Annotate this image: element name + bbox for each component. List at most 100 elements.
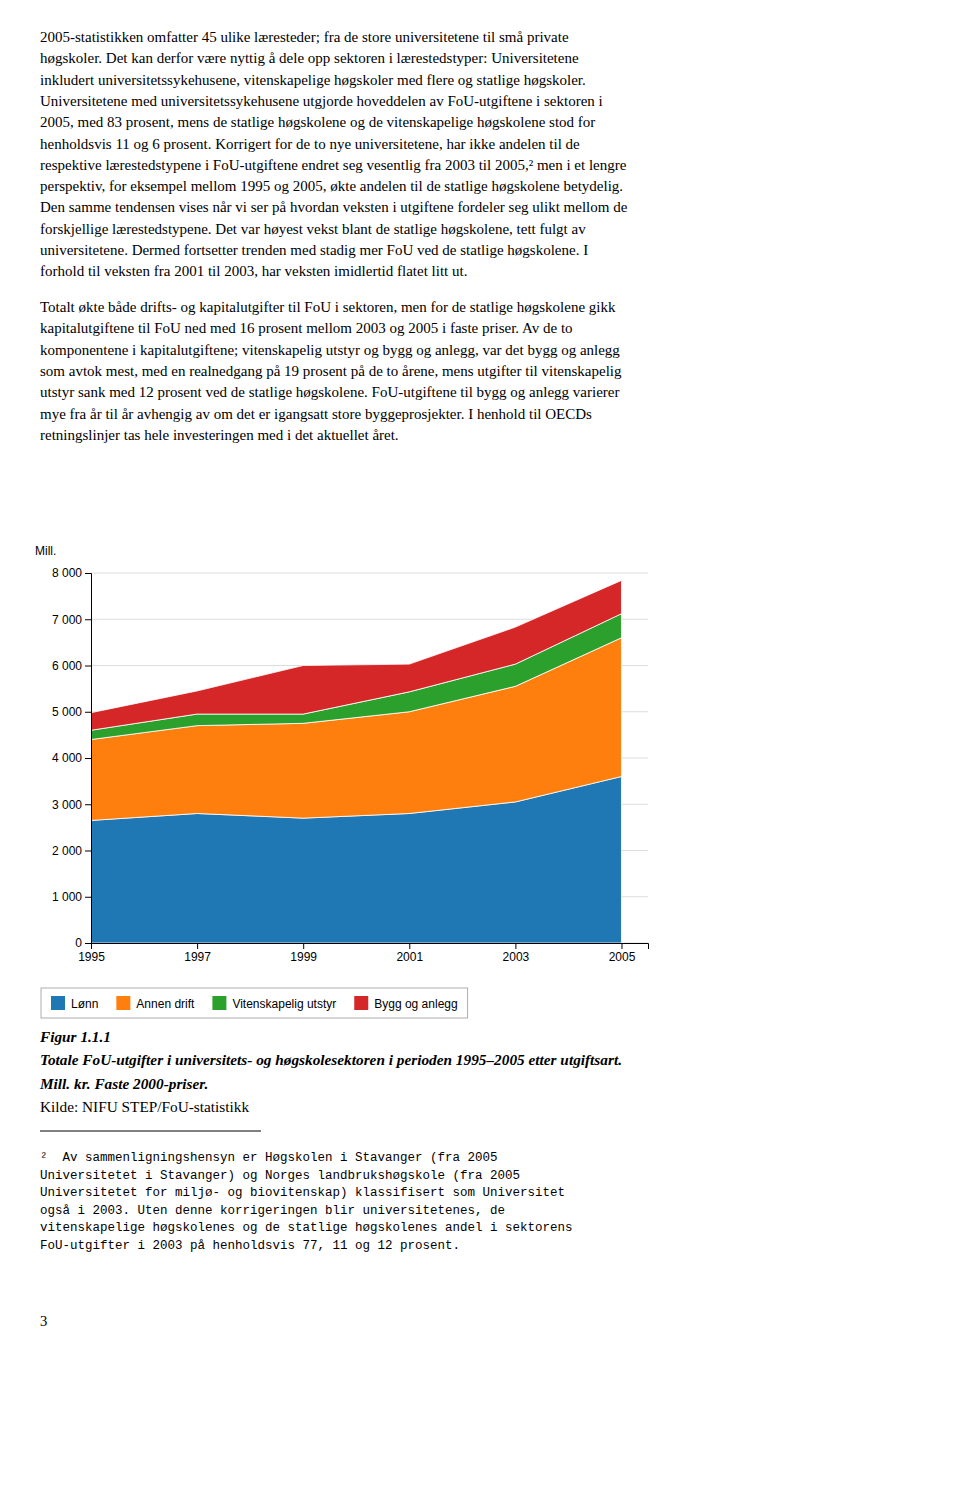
tick-label: 1999 — [290, 950, 317, 964]
legend-swatch — [116, 996, 130, 1010]
grid — [91, 573, 648, 943]
tick-label: 1995 — [78, 950, 105, 964]
tick-label: 6 000 — [52, 659, 82, 673]
tick-mark — [515, 943, 516, 949]
legend-label: Annen drift — [136, 997, 195, 1011]
legend-label: Lønn — [71, 997, 98, 1011]
tick-label: 2005 — [609, 950, 636, 964]
tick-mark — [621, 943, 622, 949]
caption-line: Figur 1.1.1 — [39, 1028, 111, 1045]
caption: Figur 1.1.1 Totale FoU-utgifter i univers… — [39, 1028, 622, 1115]
page-number: 3 — [40, 1313, 47, 1329]
tick-mark — [85, 758, 91, 759]
areas — [91, 580, 621, 943]
tick-label: 3 000 — [52, 798, 82, 812]
footnote-line: FoU-utgifter i 2003 på henholdsvis 77, 1… — [40, 1239, 460, 1253]
footnotes: ² Av sammenligningshensyn er Høgskolen i… — [40, 1151, 573, 1253]
tick-label: 2 000 — [52, 844, 82, 858]
tick: 4 000 — [52, 751, 91, 765]
paragraph-line: utstyr sank med 12 prosent ved de statli… — [40, 384, 619, 400]
paragraph-line: forskjellige lærestedstypene. Det var hø… — [40, 221, 586, 237]
legend-item: Bygg og anlegg — [354, 996, 457, 1011]
footnote-line: Universitetet i Stavanger) og Norges lan… — [40, 1169, 520, 1183]
paragraph-line: 2005, med 83 prosent, mens de statlige h… — [40, 114, 595, 130]
tick-label: 1 000 — [52, 890, 82, 904]
tick-mark — [85, 804, 91, 805]
paragraph-line: som avtok mest, med en realnedgang på 19… — [40, 363, 622, 379]
tick-mark — [85, 712, 91, 713]
tick-mark — [85, 897, 91, 898]
legend-item: Vitenskapelig utstyr — [212, 996, 336, 1011]
tick-mark — [409, 943, 410, 949]
paragraph-line: 2005-statistikken omfatter 45 ulike lære… — [40, 29, 569, 45]
tick: 7 000 — [52, 613, 91, 627]
legend-item: Annen drift — [116, 996, 195, 1011]
tick: 2 000 — [52, 844, 91, 858]
tick: 2005 — [609, 943, 636, 964]
tick-label: 8 000 — [52, 566, 82, 580]
tick: 8 000 — [52, 566, 91, 580]
tick-label: 4 000 — [52, 751, 82, 765]
tick-label: 2003 — [503, 950, 530, 964]
tick-mark — [303, 943, 304, 949]
paragraph-line: høgskoler. Det kan derfor være nyttig å … — [40, 50, 579, 66]
tick: 3 000 — [52, 798, 91, 812]
tick: 6 000 — [52, 659, 91, 673]
legend: Lønn Annen drift Vitenskapelig utstyr Bygg … — [41, 988, 468, 1018]
paragraph-line: Den samme tendensen vises når vi ser på … — [40, 199, 628, 215]
tick: 2003 — [503, 943, 530, 964]
paragraph-line: henholdsvis 11 og 6 prosent. Korrigert f… — [40, 136, 580, 152]
y-axis: 0 1 000 2 000 3 000 4 000 5 000 6 000 7 000 8 00… — [52, 566, 92, 950]
tick-mark — [85, 666, 91, 667]
legend-frame — [41, 988, 468, 1018]
axis-line — [92, 944, 649, 950]
paragraph-line: mye fra år til år avhengig av om det er … — [40, 406, 592, 422]
legend-label: Vitenskapelig utstyr — [232, 997, 336, 1011]
tick: 2001 — [396, 943, 423, 964]
paragraph-line: forhold til veksten fra 2001 til 2003, h… — [40, 263, 467, 279]
tick-label: 1997 — [184, 950, 211, 964]
chart: 1995 1997 1999 2001 2003 2005 0 1 000 2 000 3 000… — [35, 544, 649, 964]
tick-mark — [197, 943, 198, 949]
axis-line — [85, 574, 92, 944]
x-axis: 1995 1997 1999 2001 2003 2005 — [78, 943, 648, 964]
paragraph-line: Universitetene med universitetssykehusen… — [40, 93, 603, 109]
paragraph-line: perspektiv, for eksempel mellom 1995 og … — [40, 178, 623, 194]
legend-label: Bygg og anlegg — [374, 997, 457, 1011]
footnote-line: vitenskapelige høgskolenes og de statlig… — [40, 1221, 573, 1235]
paragraph-line: inkludert universitetssykehusene, vitens… — [40, 72, 586, 88]
tick-mark — [85, 851, 91, 852]
legend-swatch — [212, 996, 226, 1010]
paragraph-line: komponentene i kapitalutgiftene; vitensk… — [40, 342, 620, 358]
footnote-line: Universitetet for miljø- og biovitenskap… — [40, 1186, 565, 1200]
tick-mark — [85, 619, 91, 620]
legend-swatch — [51, 996, 65, 1010]
tick: 0 — [75, 936, 91, 950]
paragraph: 2005-statistikken omfatter 45 ulike lære… — [40, 29, 628, 279]
caption-line: Mill. kr. Faste 2000-priser. — [39, 1075, 208, 1092]
tick: 1 000 — [52, 890, 91, 904]
legend-swatch — [354, 996, 368, 1010]
source: Kilde: NIFU STEP/FoU-statistikk — [40, 1098, 249, 1115]
tick: 1997 — [184, 943, 211, 964]
tick-mark — [85, 943, 91, 944]
grid-line — [91, 573, 648, 574]
tick: 1999 — [290, 943, 317, 964]
paragraph-line: kapitalutgiftene til FoU ned med 16 pros… — [40, 320, 573, 336]
paragraph-line: universitetene. Dermed fortsetter trende… — [40, 242, 588, 258]
area — [91, 580, 621, 730]
paragraph-line: retningslinjer tas hele investeringen me… — [40, 427, 399, 443]
footnote-line: ² Av sammenligningshensyn er Høgskolen i… — [40, 1151, 498, 1165]
tick: 5 000 — [52, 705, 91, 719]
axis-label: Mill. — [35, 544, 56, 558]
tick-label: 7 000 — [52, 613, 82, 627]
caption-line: Totale FoU-utgifter i universitets- og h… — [40, 1051, 622, 1068]
tick-label: 2001 — [396, 950, 423, 964]
footnote-line: også i 2003. Uten denne korrigeringen bl… — [40, 1204, 505, 1218]
paragraph-line: respektive lærestedstypene i FoU-utgifte… — [40, 157, 627, 173]
tick: 1995 — [78, 943, 105, 964]
paragraph-line: Totalt økte både drifts- og kapitalutgif… — [40, 299, 616, 315]
page: 2005-statistikken omfatter 45 ulike lære… — [0, 0, 960, 1508]
tick-label: 0 — [75, 936, 82, 950]
tick-label: 5 000 — [52, 705, 82, 719]
